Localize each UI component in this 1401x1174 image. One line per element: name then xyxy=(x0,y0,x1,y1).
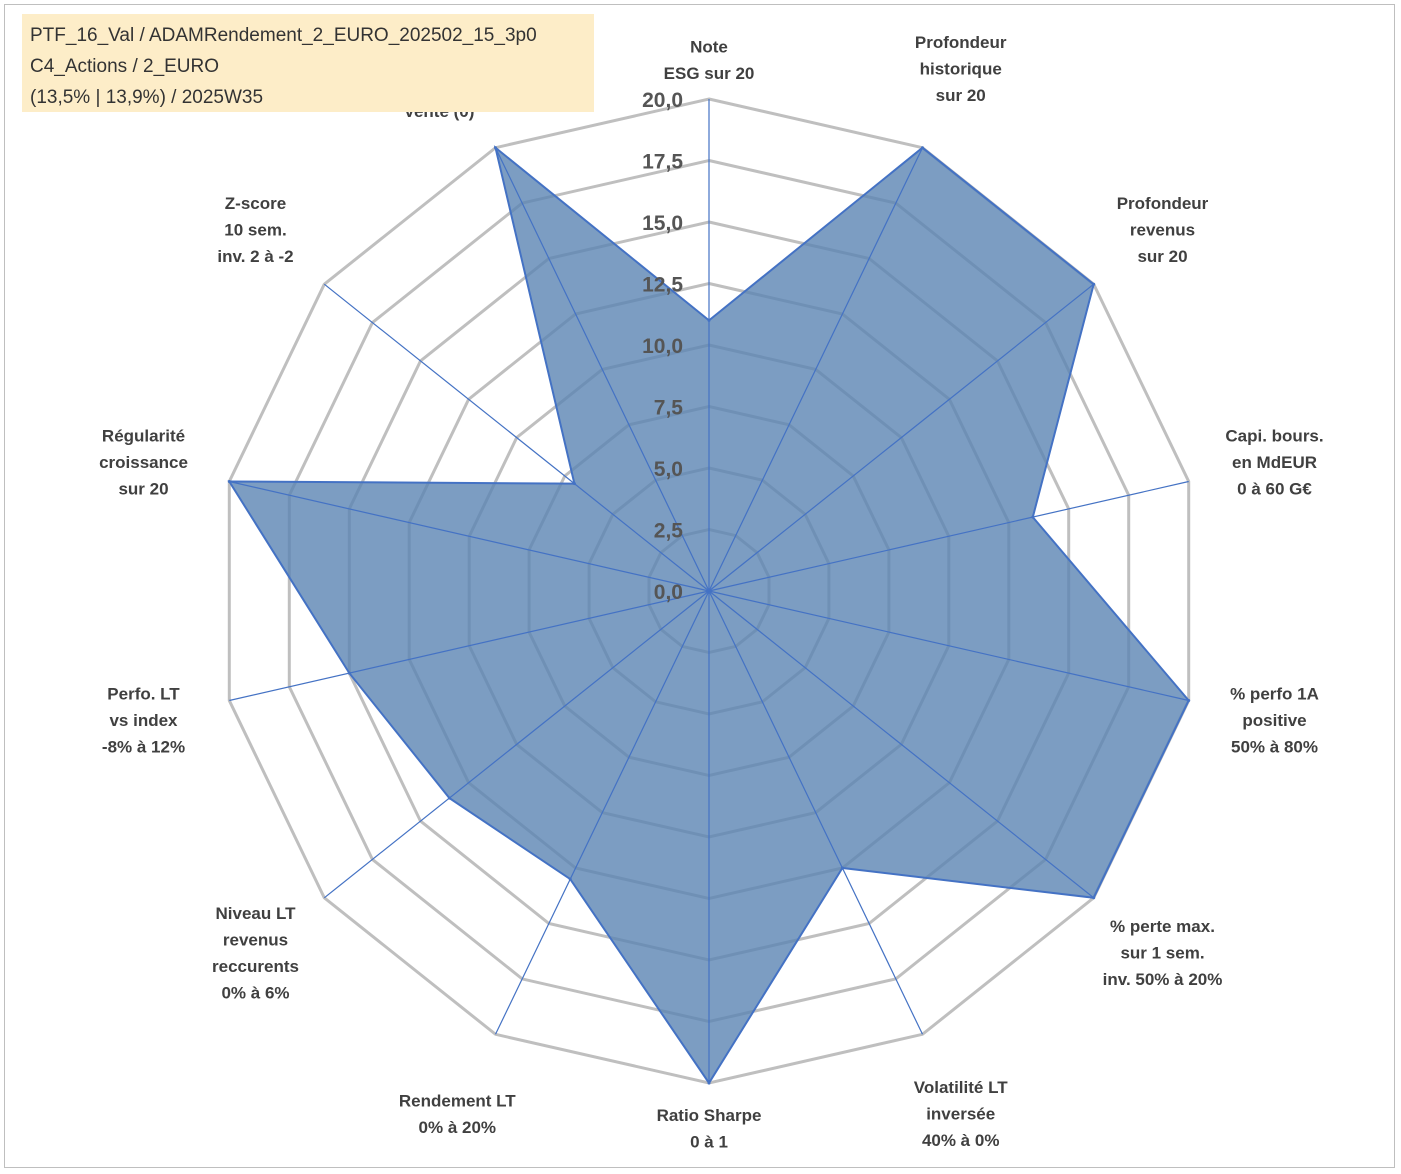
spoke-2 xyxy=(708,283,1095,592)
spoke-layer xyxy=(229,99,1189,1083)
tick-label-1: 2,5 xyxy=(654,520,684,543)
axis-label-1: Profondeur historique sur 20 xyxy=(915,33,1007,105)
tick-label-5: 12,5 xyxy=(642,274,683,297)
tick-label-7: 17,5 xyxy=(642,151,683,174)
spoke-3 xyxy=(708,480,1189,592)
tick-label-4: 10,0 xyxy=(642,335,683,358)
axis-label-0: Note ESG sur 20 xyxy=(664,38,755,84)
spoke-9 xyxy=(323,590,710,899)
tick-label-6: 15,0 xyxy=(642,212,683,235)
axis-label-9: Niveau LT revenus reccurents 0% à 6% xyxy=(212,904,299,1003)
axis-label-10: Perfo. LT vs index -8% à 12% xyxy=(102,685,185,757)
label-layer: Note ESG sur 20 Profondeur historique sur 20… xyxy=(99,33,1324,1152)
axis-label-2: Profondeur revenus sur 20 xyxy=(1117,194,1209,266)
tick-label-8: 20,0 xyxy=(642,89,683,112)
axis-label-12: Z-score 10 sem. inv. 2 à -2 xyxy=(217,194,293,266)
spoke-11 xyxy=(229,480,710,592)
axis-label-7: Ratio Sharpe 0 à 1 xyxy=(657,1106,762,1152)
axis-label-11: Régularité croissance sur 20 xyxy=(99,426,188,498)
portfolio-category: C4_Actions / 2_EURO xyxy=(30,56,220,77)
spoke-4 xyxy=(708,590,1189,702)
spoke-13 xyxy=(494,147,710,592)
portfolio-info-box: PTF_16_Val / ADAMRendement_2_EURO_202502… xyxy=(22,14,594,112)
tick-layer: 0,0 2,5 5,0 7,5 10,0 12,5 15,0 17,5 20,0 xyxy=(642,89,683,604)
spoke-10 xyxy=(229,590,710,702)
tick-label-0: 0,0 xyxy=(654,581,683,604)
axis-label-6: Volatilité LT inversée 40% à 0% xyxy=(914,1078,1008,1150)
portfolio-stats: (13,5% | 13,9%) / 2025W35 xyxy=(30,87,264,108)
spoke-8 xyxy=(494,590,710,1035)
spoke-5 xyxy=(708,590,1095,899)
axis-label-4: % perfo 1A positive 50% à 80% xyxy=(1230,685,1319,757)
spoke-12 xyxy=(323,283,710,592)
spoke-1 xyxy=(708,147,924,592)
axis-label-8: Rendement LT 0% à 20% xyxy=(399,1091,516,1137)
chart-frame xyxy=(4,4,1395,1168)
portfolio-name: PTF_16_Val / ADAMRendement_2_EURO_202502… xyxy=(30,25,537,46)
spoke-6 xyxy=(708,590,924,1035)
axis-label-3: Capi. bours. en MdEUR 0 à 60 G€ xyxy=(1225,426,1323,498)
axis-label-5: % perte max. sur 1 sem. inv. 50% à 20% xyxy=(1103,917,1223,989)
tick-label-2: 5,0 xyxy=(654,458,683,481)
tick-label-3: 7,5 xyxy=(654,397,684,420)
